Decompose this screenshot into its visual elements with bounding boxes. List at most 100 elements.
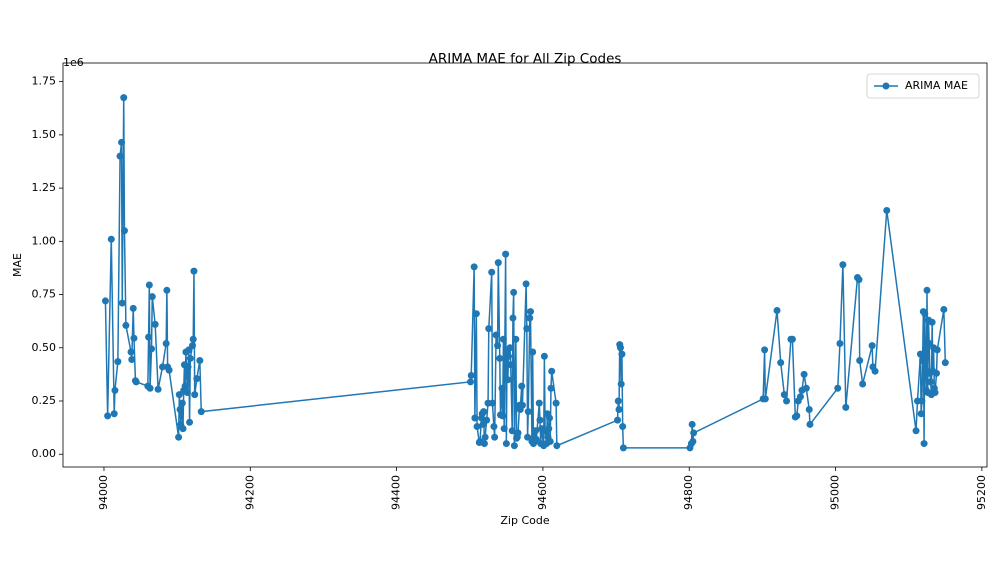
data-point [925,340,933,348]
data-point [788,335,796,343]
data-point [928,318,936,326]
data-point [472,310,480,318]
data-point [836,340,844,348]
data-point [834,384,842,392]
data-point [617,380,625,388]
data-point [536,416,544,424]
data-point [127,348,135,356]
data-point [483,416,491,424]
data-point [196,357,204,365]
data-point [188,342,196,350]
data-point [614,416,622,424]
data-point [186,354,194,362]
data-point [467,371,475,379]
data-point [777,359,785,367]
legend-box [866,73,980,99]
y-tick-label: 1.50 [32,128,57,141]
y-tick-label: 0.50 [32,341,57,354]
data-point [120,227,128,235]
data-point [512,335,520,343]
data-point [162,340,170,348]
chart-title: ARIMA MAE for All Zip Codes [429,51,622,67]
x-tick-label: 95200 [975,475,988,510]
data-point [616,344,624,352]
data-point [921,310,929,318]
data-point [933,346,941,354]
data-point [868,342,876,350]
data-point [917,410,925,418]
data-point [494,342,502,350]
data-point [918,397,926,405]
data-point [919,357,927,365]
data-point [104,412,112,420]
data-point [165,366,173,374]
data-point [761,395,769,403]
data-point [783,397,791,405]
data-point [532,427,540,435]
data-point [163,286,171,294]
data-point [179,425,187,433]
data-point [518,382,526,390]
data-point [883,206,891,214]
data-point [514,429,522,437]
y-axis-label: MAE [11,253,24,277]
data-point [546,414,554,422]
data-point [523,325,531,333]
data-point [191,391,199,399]
data-point [615,406,623,414]
data-point [130,334,138,342]
data-point [619,444,627,452]
data-point [470,263,478,271]
data-point [689,437,697,445]
data-point [532,435,540,443]
data-point [154,385,162,393]
data-point [871,367,879,375]
data-point [488,268,496,276]
y-tick-label: 0.00 [32,447,57,460]
data-point [800,370,808,378]
data-point [510,288,518,296]
data-point [107,235,115,243]
data-point [491,433,499,441]
data-point [933,369,941,377]
legend-label: ARIMA MAE [905,79,968,92]
data-point [545,425,553,433]
data-point [547,384,555,392]
data-point [859,380,867,388]
data-point [931,388,939,396]
data-point [111,386,119,394]
data-point [488,399,496,407]
data-point [494,259,502,267]
data-point [535,399,543,407]
y-tick-label: 0.25 [32,394,57,407]
data-point [802,384,810,392]
plot-frame [62,62,988,468]
data-point [510,442,518,450]
data-point [773,307,781,315]
data-point [524,433,532,441]
data-point [922,365,930,373]
data-point [912,427,920,435]
data-point [508,427,516,435]
y-offset-label: 1e6 [63,56,84,69]
x-tick-label: 94400 [390,475,403,510]
data-point [128,355,136,363]
data-point [186,418,194,426]
data-point [151,320,159,328]
data-point [145,281,153,289]
data-point [618,350,626,358]
data-point [148,345,156,353]
y-tick-label: 1.75 [32,75,57,88]
data-point [116,152,124,160]
y-tick-label: 1.25 [32,181,57,194]
data-point [480,408,488,416]
data-point [181,382,189,390]
data-point [480,440,488,448]
data-point [118,138,126,146]
x-tick-label: 94000 [97,475,110,510]
y-tick-label: 1.00 [32,234,57,247]
data-point [466,378,474,386]
data-point [189,335,197,343]
data-point [507,361,515,369]
x-tick-label: 95000 [829,475,842,510]
